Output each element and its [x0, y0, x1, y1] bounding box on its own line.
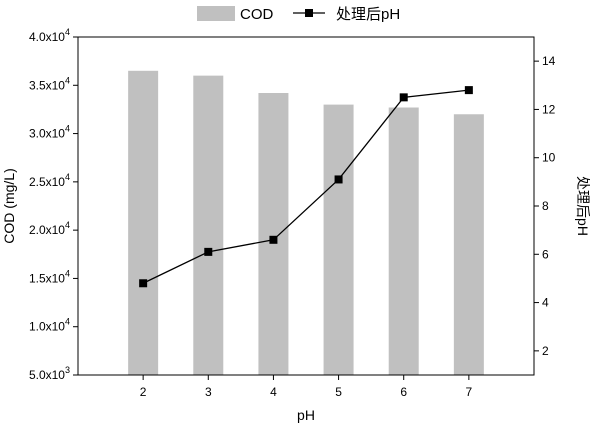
y2-tick-label: 2 — [542, 344, 549, 358]
cod-bar-5 — [323, 104, 354, 375]
y-tick-label: 3.0x104 — [29, 124, 70, 141]
y-tick-label: 5.0x103 — [29, 365, 70, 382]
y-tick-label: 2.5x104 — [29, 172, 70, 189]
y-tick-label: 3.5x104 — [29, 75, 70, 92]
legend-swatch-cod — [197, 6, 235, 21]
x-tick-label: 2 — [140, 385, 147, 399]
cod-bar-7 — [453, 114, 484, 375]
x-axis-title: pH — [297, 407, 315, 423]
ph-marker-2 — [139, 279, 148, 288]
y-tick-label: 2.0x104 — [29, 220, 70, 237]
legend-label-cod: COD — [240, 6, 274, 23]
y2-tick-label: 10 — [542, 151, 556, 165]
cod-bar-3 — [193, 75, 224, 375]
ph-line — [142, 89, 469, 284]
y2-tick-label: 12 — [542, 102, 556, 116]
ph-marker-3 — [204, 247, 213, 256]
y2-tick-label: 6 — [542, 247, 549, 261]
right-axis-ticks: 2 4 6 8 10 12 14 — [534, 54, 556, 358]
x-tick-label: 4 — [270, 385, 277, 399]
legend-marker-ph — [305, 9, 313, 17]
x-tick-label: 3 — [205, 385, 212, 399]
y2-tick-label: 14 — [542, 54, 556, 68]
ph-marker-7 — [464, 86, 473, 95]
x-axis-ticks: 2 3 4 5 6 7 — [140, 375, 473, 399]
cod-bar-2 — [128, 70, 159, 376]
left-axis-title: COD (mg/L) — [1, 168, 17, 243]
x-tick-label: 6 — [400, 385, 407, 399]
y2-tick-label: 4 — [542, 296, 549, 310]
ph-marker-5 — [334, 175, 343, 184]
y-tick-label: 1.5x104 — [29, 268, 70, 285]
y-tick-label: 1.0x104 — [29, 317, 70, 334]
ph-marker-4 — [269, 235, 278, 244]
x-tick-label: 7 — [466, 385, 473, 399]
cod-bar-6 — [388, 107, 419, 376]
cod-bar-4 — [258, 93, 289, 376]
y2-tick-label: 8 — [542, 199, 549, 213]
legend: COD 处理后pH — [197, 6, 400, 23]
ph-line-series — [139, 86, 473, 288]
left-axis-ticks: 5.0x103 1.0x104 1.5x104 2.0x104 2.5x104 3.0x1… — [29, 27, 78, 382]
cod-bars — [128, 70, 484, 376]
x-tick-label: 5 — [335, 385, 342, 399]
y-tick-label: 4.0x104 — [29, 27, 70, 44]
ph-marker-6 — [399, 93, 408, 102]
legend-label-ph: 处理后pH — [336, 6, 400, 23]
right-axis-title: 处理后pH — [575, 176, 590, 236]
